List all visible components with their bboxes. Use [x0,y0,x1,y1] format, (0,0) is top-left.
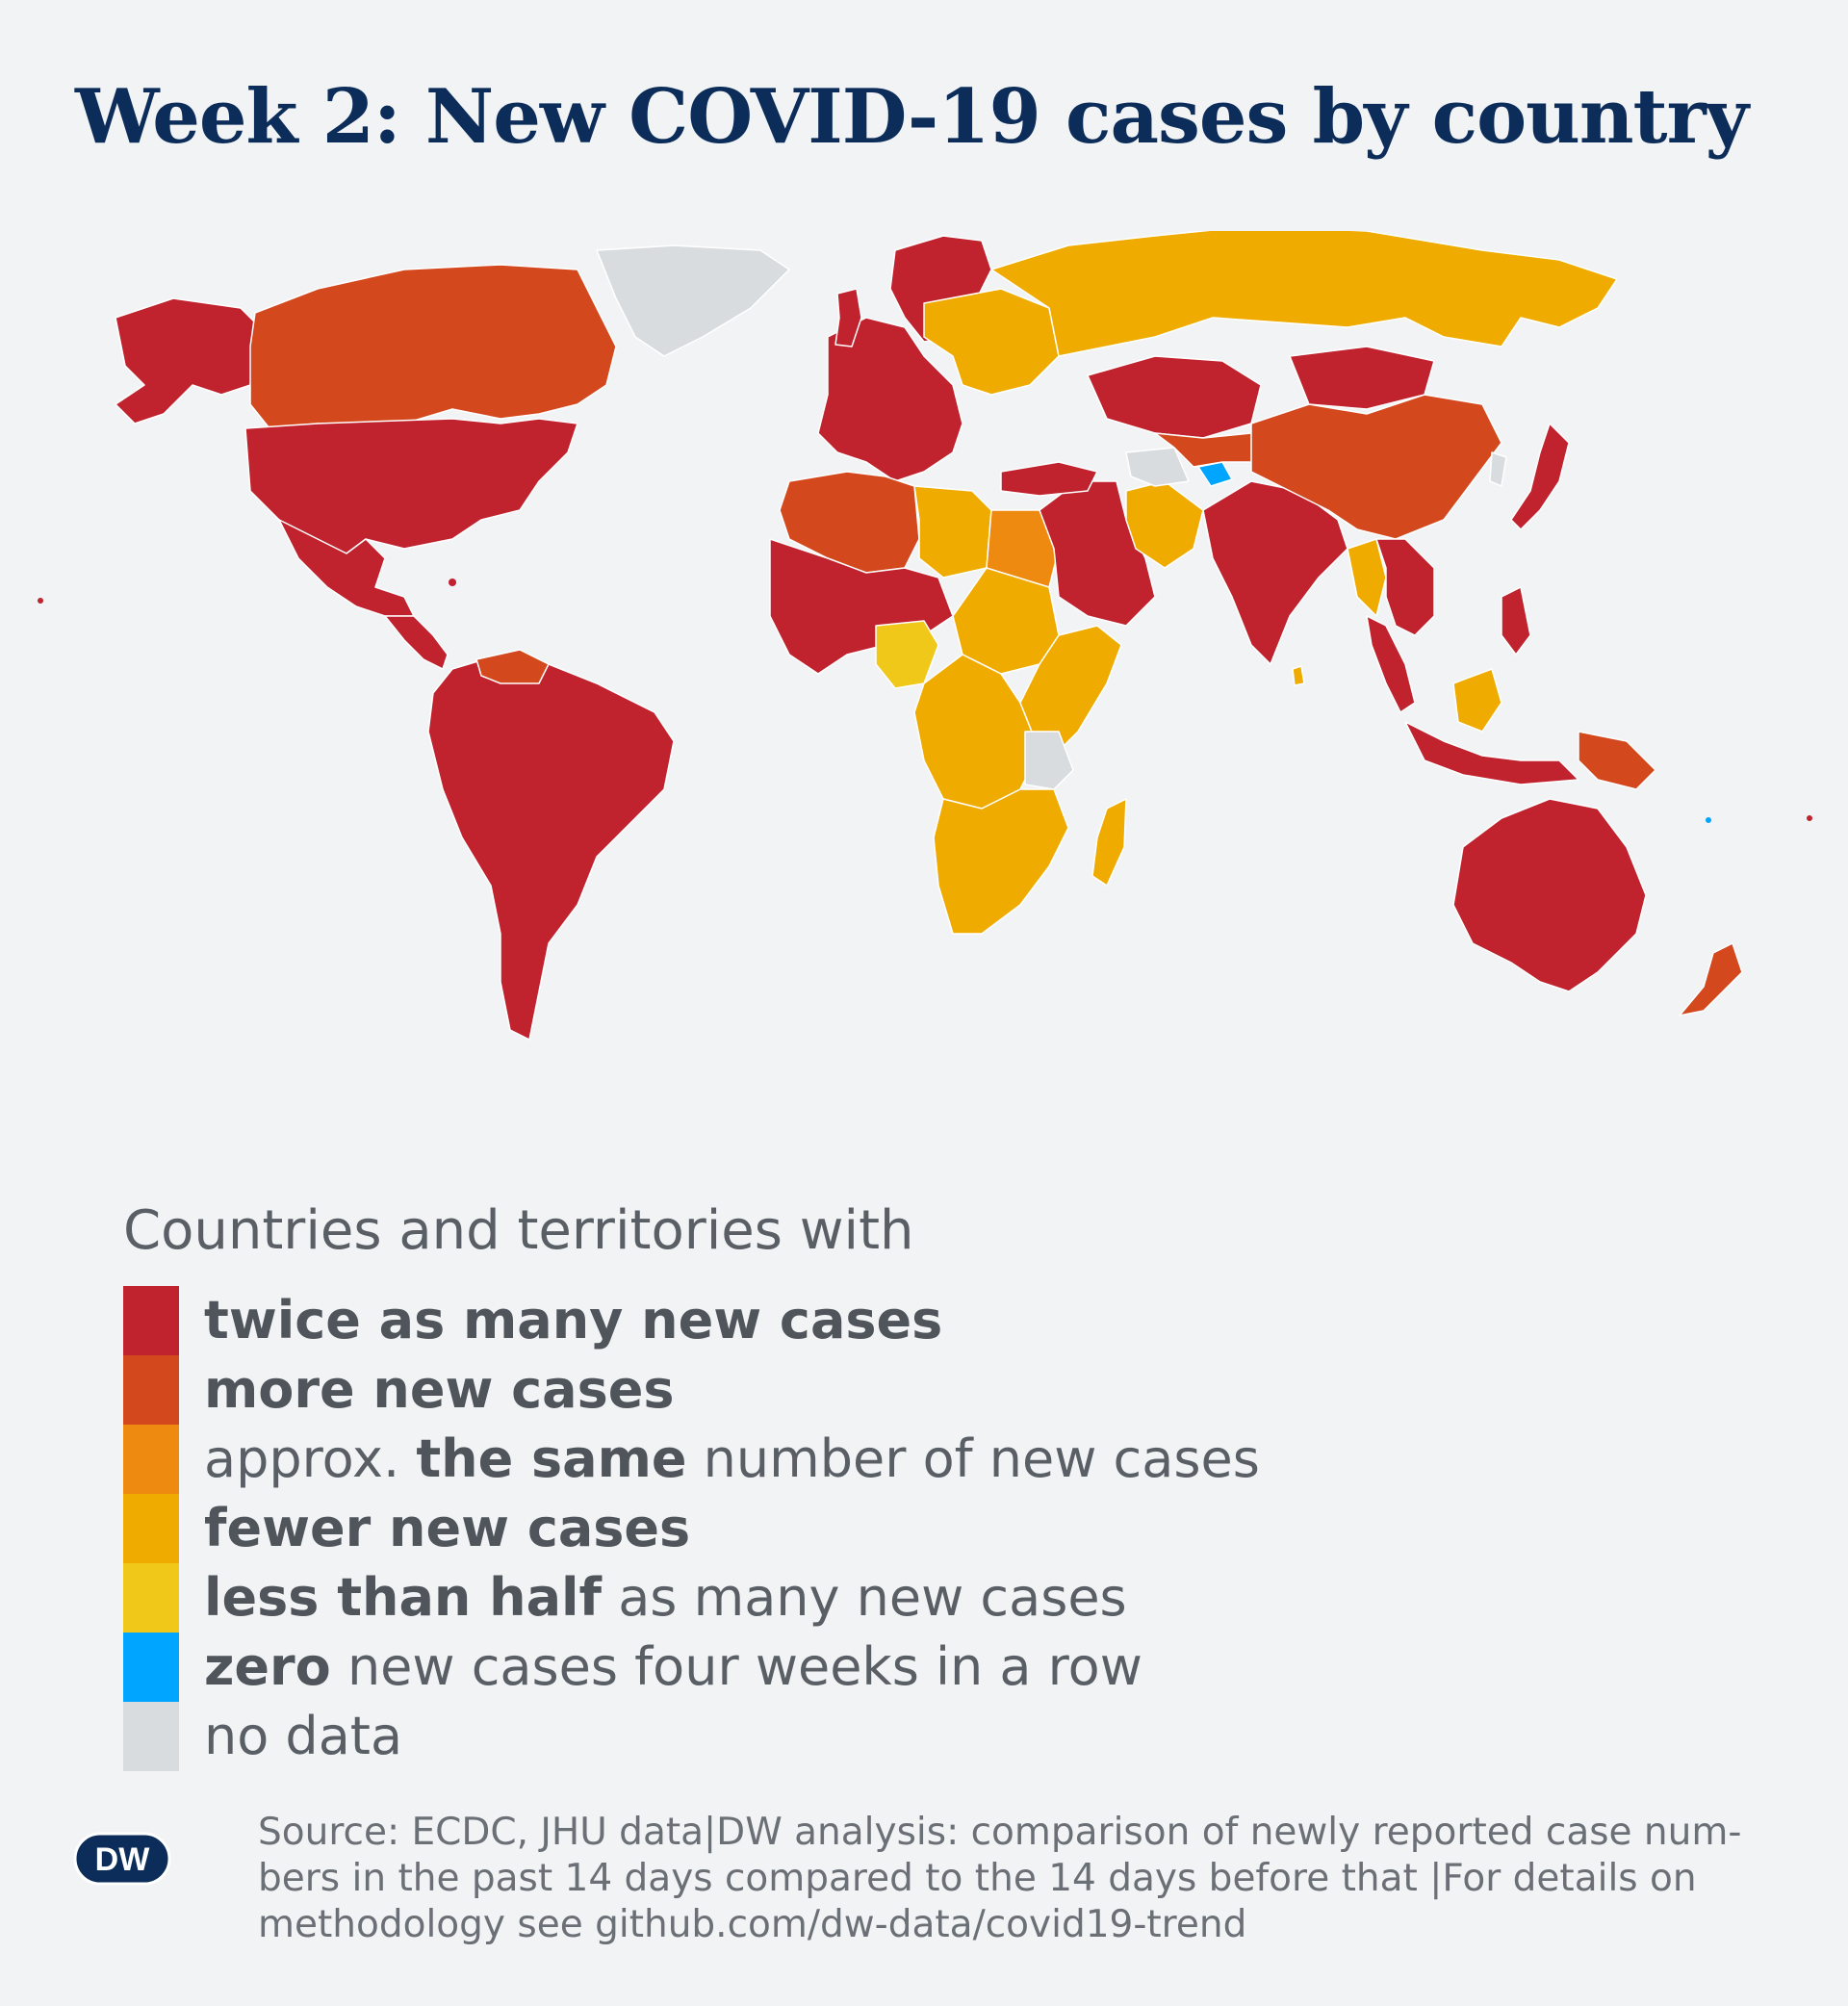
region-south-america [427,654,675,1041]
region-central-america [384,615,449,670]
legend-label-half: less than half as many new cases [204,1567,1127,1628]
region-iran [1125,480,1204,569]
legend-swatch-half [123,1563,179,1633]
island-fiji [1807,815,1812,821]
legend-item-half: less than half as many new cases [123,1563,1374,1633]
legend-item-zero: zero new cases four weeks in a row [123,1633,1374,1702]
source-note: Source: ECDC, JHU data|DW analysis: comp… [258,1810,1798,1948]
region-korea [1489,451,1507,487]
legend-item-fewer: fewer new cases [123,1494,1374,1563]
legend-swatch-fewer [123,1494,179,1563]
island-pacific [1706,817,1711,823]
region-mongolia [1289,346,1435,410]
region-southern-africa [933,788,1069,935]
page-title: Week 2: New COVID-19 cases by country [75,73,1749,161]
legend-label-twice: twice as many new cases [204,1290,943,1350]
region-europe-west [817,317,963,482]
region-tanzania [1024,731,1074,790]
region-east-africa [1019,625,1122,752]
region-sri-lanka [1292,665,1305,686]
legend-swatch-zero [123,1633,179,1702]
legend-swatch-same [123,1425,179,1494]
region-greenland [596,244,790,357]
region-kazakhstan [1087,355,1262,439]
legend-label-zero: zero new cases four weeks in a row [204,1636,1142,1697]
region-australia [1452,798,1647,992]
region-canada [249,264,617,429]
legend-item-more: more new cases [123,1355,1374,1425]
region-alaska [115,297,256,424]
legend-swatch-twice [123,1286,179,1355]
region-mexico [278,519,415,617]
legend-item-nodata: no data [123,1702,1374,1771]
region-philippines [1501,586,1531,656]
dw-logo: DW [73,1832,171,1886]
legend-swatch-nodata [123,1702,179,1771]
legend-label-nodata: no data [204,1706,403,1766]
region-central-africa [913,654,1040,810]
island-caribbean [449,579,456,586]
region-libya [913,485,992,579]
region-russia [990,231,1618,357]
legend-label-fewer: fewer new cases [204,1498,691,1558]
legend-item-same: approx. the same number of new cases [123,1425,1374,1494]
region-malaysia [1366,615,1416,713]
legend: twice as many new cases more new cases a… [123,1286,1374,1771]
region-turkey [1000,461,1098,497]
region-japan [1510,423,1570,530]
region-venezuela [475,649,550,684]
region-papua [1578,731,1656,790]
region-sudan [952,567,1060,675]
region-indonesia [1404,721,1579,785]
region-europe-east [923,288,1060,396]
region-nigeria [875,620,939,689]
region-myanmar [1347,538,1387,617]
svg-text:DW: DW [95,1841,151,1878]
island-hawaii [38,598,43,604]
region-central-asia [1154,432,1252,468]
legend-item-twice: twice as many new cases [123,1286,1374,1355]
region-borneo [1452,668,1502,733]
source-line-1: Source: ECDC, JHU data|DW analysis: comp… [258,1811,1742,1854]
legend-label-more: more new cases [204,1359,675,1420]
region-middle-east [1039,480,1156,627]
region-new-zealand [1679,942,1743,1016]
region-madagascar [1091,798,1127,887]
legend-heading: Countries and territories with [123,1199,914,1262]
region-uk [834,288,862,347]
legend-swatch-more [123,1355,179,1425]
region-china [1250,394,1502,540]
legend-label-same: approx. the same number of new cases [204,1428,1260,1489]
source-line-2: bers in the past 14 days compared to the… [258,1857,1697,1900]
region-southeast-asia [1375,538,1435,636]
source-line-3: methodology see github.com/dw-data/covid… [258,1903,1247,1946]
region-turkmenistan [1125,447,1190,487]
world-map [38,231,1812,1041]
